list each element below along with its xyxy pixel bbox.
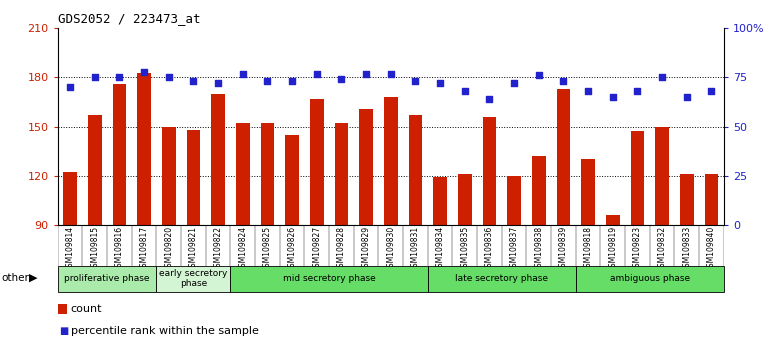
Point <box>582 88 594 94</box>
Point <box>261 79 273 84</box>
Bar <box>655 126 669 225</box>
Point <box>310 71 323 76</box>
Text: ▶: ▶ <box>29 273 38 283</box>
Text: ■: ■ <box>59 326 69 336</box>
Text: other: other <box>2 273 29 283</box>
Bar <box>680 174 694 225</box>
Bar <box>63 172 77 225</box>
Point <box>705 88 718 94</box>
Point <box>360 71 372 76</box>
Point <box>335 76 347 82</box>
Bar <box>557 89 571 225</box>
Bar <box>434 177 447 225</box>
Text: count: count <box>71 304 102 314</box>
Bar <box>458 174 471 225</box>
Point <box>631 88 644 94</box>
Text: percentile rank within the sample: percentile rank within the sample <box>71 326 259 336</box>
Text: GDS2052 / 223473_at: GDS2052 / 223473_at <box>58 12 200 25</box>
Point <box>236 71 249 76</box>
Point <box>459 88 471 94</box>
Point <box>484 96 496 102</box>
Bar <box>581 159 595 225</box>
Text: proliferative phase: proliferative phase <box>65 274 150 283</box>
Text: late secretory phase: late secretory phase <box>455 274 548 283</box>
Bar <box>606 215 620 225</box>
Bar <box>576 266 724 292</box>
Bar <box>310 99 323 225</box>
Point <box>410 79 422 84</box>
Point <box>138 69 150 74</box>
Bar <box>156 266 230 292</box>
Point <box>607 94 619 100</box>
Bar <box>360 109 373 225</box>
Bar <box>705 174 718 225</box>
Point <box>89 75 101 80</box>
Bar <box>428 266 576 292</box>
Point <box>681 94 693 100</box>
Point <box>656 75 668 80</box>
Bar <box>631 131 644 225</box>
Bar <box>112 84 126 225</box>
Bar <box>137 73 151 225</box>
Bar <box>335 123 348 225</box>
Point <box>533 73 545 78</box>
Bar <box>162 126 176 225</box>
Bar <box>261 123 274 225</box>
Point <box>557 79 570 84</box>
Point <box>212 80 224 86</box>
Text: ambiguous phase: ambiguous phase <box>610 274 690 283</box>
Bar <box>507 176 521 225</box>
Bar <box>186 130 200 225</box>
Bar <box>409 115 422 225</box>
Text: mid secretory phase: mid secretory phase <box>283 274 376 283</box>
Bar <box>532 156 546 225</box>
Point <box>508 80 521 86</box>
Bar <box>286 135 299 225</box>
Bar <box>58 266 156 292</box>
Point <box>113 75 126 80</box>
Bar <box>211 94 225 225</box>
Bar <box>483 117 496 225</box>
Point <box>434 80 447 86</box>
Point <box>286 79 298 84</box>
Point <box>187 79 199 84</box>
Point <box>162 75 175 80</box>
Point <box>64 84 76 90</box>
Point <box>384 71 397 76</box>
Bar <box>236 123 249 225</box>
Bar <box>88 115 102 225</box>
Bar <box>230 266 428 292</box>
Bar <box>384 97 397 225</box>
Text: early secretory
phase: early secretory phase <box>159 269 228 289</box>
